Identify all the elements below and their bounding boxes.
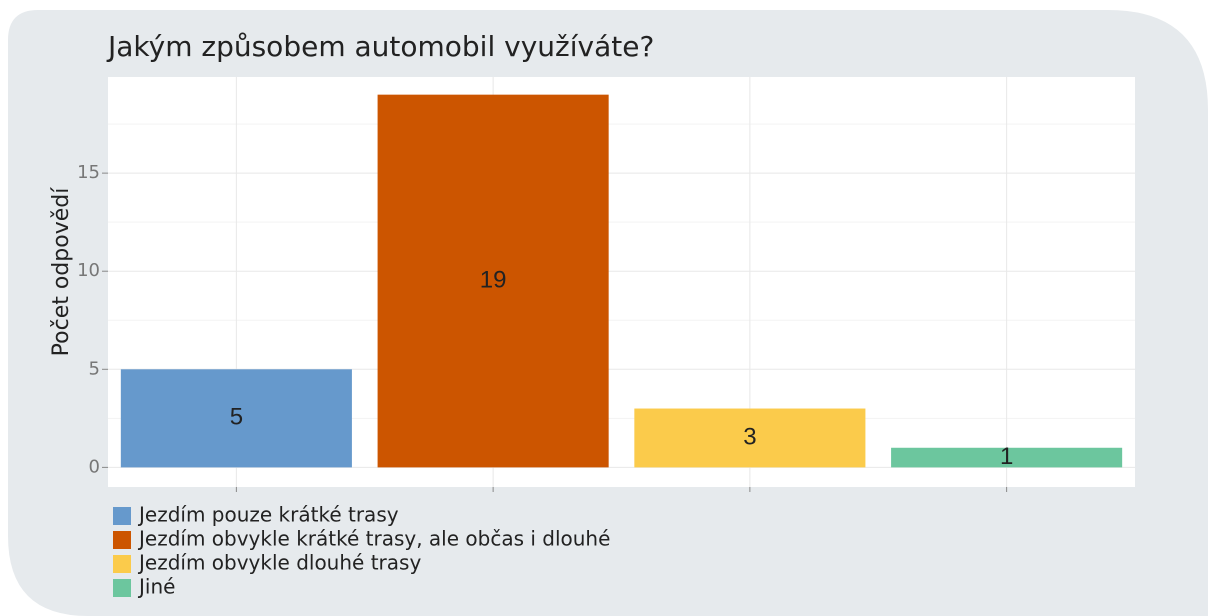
bar: [377, 94, 609, 468]
y-axis-label: Počet odpovědí: [49, 187, 74, 357]
legend-label: Jezdím obvykle krátké trasy, ale občas i…: [137, 527, 610, 551]
legend-swatch: [113, 579, 131, 597]
data-label: 1: [1000, 443, 1013, 470]
legend-label: Jezdím pouze krátké trasy: [137, 503, 399, 527]
data-label: 3: [743, 423, 756, 450]
chart-title: Jakým způsobem automobil využíváte?: [106, 30, 654, 63]
legend-label: Jezdím obvykle dlouhé trasy: [137, 551, 421, 575]
legend-label: Jiné: [137, 575, 175, 599]
legend-swatch: [113, 555, 131, 573]
bar: [891, 447, 1123, 468]
data-label: 5: [230, 404, 243, 431]
data-label: 19: [480, 266, 507, 293]
y-tick-label: 15: [77, 162, 100, 183]
y-tick-label: 10: [77, 260, 100, 281]
y-tick-label: 5: [89, 358, 100, 379]
bar: [634, 408, 866, 468]
y-tick-label: 0: [89, 456, 100, 477]
legend-swatch: [113, 531, 131, 549]
bar: [120, 369, 352, 468]
legend-swatch: [113, 507, 131, 525]
